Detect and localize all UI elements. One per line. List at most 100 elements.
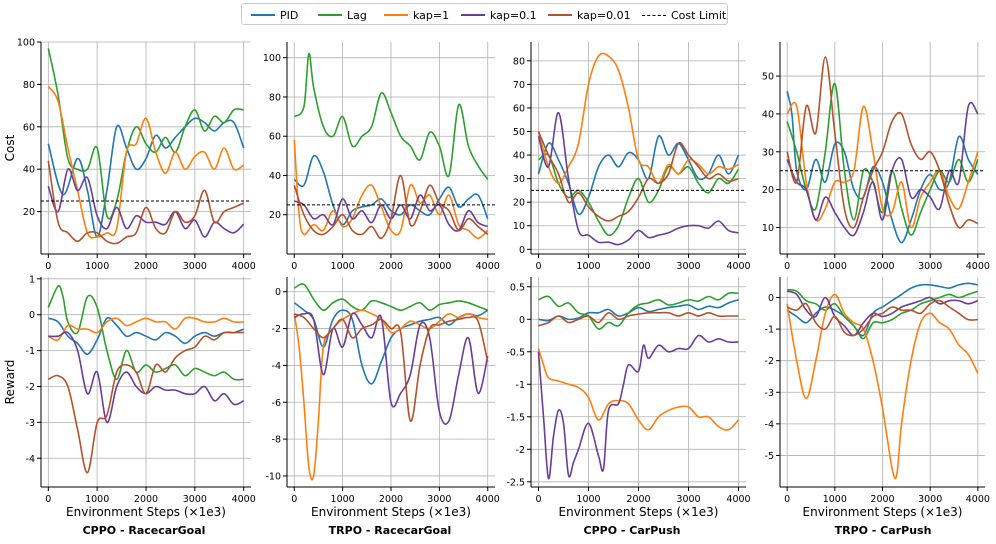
tick-label-x: 3000 [676, 494, 700, 505]
tick-label-y: 40 [23, 165, 35, 176]
series-line-kap01 [537, 111, 739, 246]
tick-label-y: 50 [513, 127, 525, 138]
tick-label-x: 4000 [966, 494, 990, 505]
tick-label-x: 0 [291, 494, 297, 505]
tick-label-y: 20 [23, 207, 35, 218]
tick-label-x: 4000 [232, 261, 256, 272]
tick-label-x: 4000 [726, 494, 750, 505]
tick-label-y: -3 [765, 388, 774, 399]
tick-label-y: 0 [275, 287, 281, 298]
subplot-title-cppo-carpush: CPPO - CarPush [583, 524, 681, 537]
tick-label-y: -1.5 [506, 412, 525, 423]
tick-label-x: 4000 [232, 494, 256, 505]
x-axis-label: Environment Steps (×1e3) [803, 505, 963, 519]
tick-label-y: -6 [272, 398, 281, 409]
tick-label-y: 40 [269, 171, 281, 182]
tick-label-x: 0 [535, 494, 541, 505]
legend-swatch-pid [251, 14, 275, 16]
series-line-pid [47, 117, 245, 238]
tick-label-x: 2000 [870, 494, 894, 505]
tick-label-y: -2 [272, 324, 281, 335]
legend-item-kap01: kap=0.1 [461, 7, 537, 23]
legend-label-kap01: kap=0.1 [490, 8, 537, 22]
tick-label-y: 40 [762, 109, 774, 120]
tick-label-x: 4000 [966, 261, 990, 272]
tick-label-y: -4 [26, 454, 35, 465]
subplot-title-cppo-racecargoal: CPPO - RacecarGoal [82, 524, 206, 537]
series-line-lag [47, 284, 244, 381]
series-line-kap001 [293, 313, 489, 422]
tick-label-y: -4 [765, 419, 774, 430]
tick-label-x: 0 [45, 261, 51, 272]
tick-label-y: 70 [513, 80, 525, 91]
tick-label-x: 2000 [626, 261, 650, 272]
tick-label-y: 10 [762, 223, 774, 234]
tick-label-y: -10 [265, 471, 281, 482]
tick-label-x: 2000 [134, 494, 158, 505]
tick-label-x: 2000 [379, 494, 403, 505]
series-line-kap01 [47, 168, 245, 238]
series-line-kap001 [786, 56, 979, 229]
tick-label-y: -1 [516, 380, 525, 391]
subplot-title-trpo-racecargoal: TRPO - RacecarGoal [328, 524, 452, 537]
tick-label-y: 20 [269, 210, 281, 221]
legend-swatch-kap001 [548, 14, 572, 16]
legend-label-pid: PID [280, 8, 299, 22]
tick-label-x: 1000 [331, 494, 355, 505]
legend-item-pid: PID [251, 7, 298, 23]
tick-label-x: 3000 [918, 494, 942, 505]
subplot-6: -10 -8 -6 -4 -2 0 0 1000 2000 3000 4000 Environment… [265, 277, 500, 519]
tick-label-x: 3000 [676, 261, 700, 272]
tick-label-y: 100 [17, 38, 35, 49]
tick-label-y: 10 [513, 221, 525, 232]
series-line-kap001 [47, 331, 244, 474]
tick-label-y: 50 [762, 72, 774, 83]
subplot-4: 10 20 30 40 50 0 1000 2000 3000 4000 [762, 42, 990, 272]
y-axis-label: Cost [3, 134, 17, 161]
tick-label-x: 1000 [331, 261, 355, 272]
legend-item-kap001: kap=0.01 [548, 7, 631, 23]
tick-label-y: 1 [29, 274, 35, 285]
series-line-kap1 [293, 140, 489, 240]
tick-label-y: -1 [765, 325, 774, 336]
tick-label-x: 1000 [85, 261, 109, 272]
tick-label-x: 3000 [918, 261, 942, 272]
tick-label-y: -2 [26, 382, 35, 393]
tick-label-x: 0 [784, 494, 790, 505]
legend-swatch-lag [318, 14, 342, 16]
legend-item-cost-limit: Cost Limit [642, 7, 726, 23]
series-line-kap01 [786, 290, 979, 337]
tick-label-y: 60 [513, 103, 525, 114]
tick-label-y: -8 [272, 435, 281, 446]
x-axis-label: Environment Steps (×1e3) [559, 505, 719, 519]
series-line-kap1 [786, 293, 979, 480]
series-line-lag [293, 52, 489, 180]
series-line-kap001 [47, 160, 245, 245]
tick-label-y: 20 [762, 185, 774, 196]
legend-item-kap1: kap=1 [384, 7, 449, 23]
tick-label-x: 1000 [576, 261, 600, 272]
tick-label-x: 3000 [427, 494, 451, 505]
tick-label-y: 60 [269, 132, 281, 143]
series-line-pid [48, 317, 244, 355]
tick-label-y: 100 [263, 53, 281, 64]
tick-label-y: 0 [519, 315, 525, 326]
tick-label-x: 1000 [85, 494, 109, 505]
tick-label-y: 80 [513, 56, 525, 67]
legend-label-kap001: kap=0.01 [577, 8, 631, 22]
series-line-kap1 [47, 316, 244, 341]
tick-label-x: 1000 [823, 494, 847, 505]
series-line-pid [293, 154, 489, 226]
legend-swatch-kap01 [461, 14, 485, 16]
legend-label-kap1: kap=1 [413, 8, 450, 22]
series-line-lag [293, 283, 489, 312]
tick-label-x: 0 [784, 261, 790, 272]
legend-item-lag: Lag [318, 7, 367, 23]
subplot-3: 0 10 20 30 40 50 60 70 80 0 1000 2000 3000 4000 [513, 42, 751, 272]
series-line-kap1 [786, 101, 979, 229]
series-line-lag [538, 292, 739, 330]
series-line-kap01 [293, 312, 489, 425]
series-line-kap001 [537, 131, 739, 222]
